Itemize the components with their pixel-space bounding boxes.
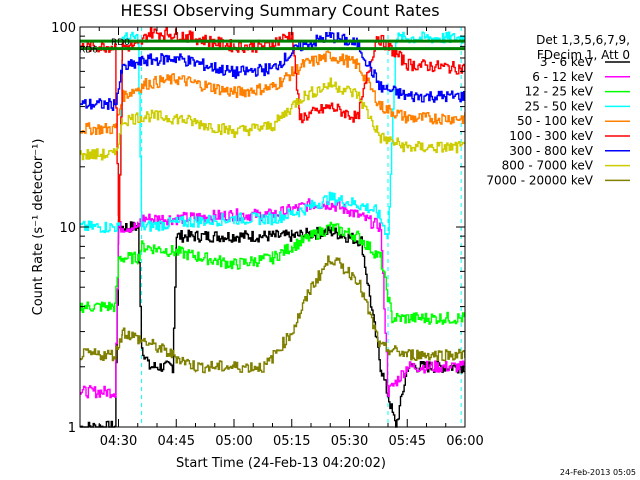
legend-header: FDecim 1, Att 0 [537, 48, 630, 62]
x-tick-label: 05:30 [331, 434, 368, 449]
series-line [80, 31, 465, 240]
x-tick-label: 04:30 [100, 434, 137, 449]
series-line [80, 255, 466, 374]
series-line [80, 221, 465, 325]
series-line [80, 77, 466, 161]
legend-label: 3 - 6 keV [540, 55, 594, 69]
y-axis-label: Count Rate (s⁻¹ detector⁻¹) [31, 139, 46, 316]
legend-label: 12 - 25 keV [525, 85, 594, 99]
series-line [80, 26, 466, 223]
series-line [80, 31, 466, 111]
legend-header: Det 1,3,5,6,7,9, [536, 33, 630, 47]
chart-title: HESSI Observing Summary Count Rates [120, 1, 439, 20]
x-tick-label: 04:45 [158, 434, 195, 449]
y-tick-label: 10 [59, 221, 76, 236]
y-tick-label: 100 [51, 21, 76, 36]
x-tick-label: 05:15 [273, 434, 310, 449]
series-layer: RD0 RD6 [79, 26, 466, 428]
legend-label: 800 - 7000 keV [502, 159, 594, 173]
x-axis: 04:30 04:45 05:00 05:15 05:30 05:45 06:00 [79, 27, 484, 449]
legend-label: 50 - 100 keV [517, 114, 594, 128]
reference-label: RD0 [111, 38, 130, 48]
legend: Det 1,3,5,6,7,9,FDecim 1, Att 03 - 6 keV… [486, 33, 630, 187]
x-tick-label: 06:00 [446, 434, 483, 449]
series-line [80, 198, 466, 399]
series-line [80, 50, 466, 136]
reference-label: RD6 [79, 46, 98, 56]
series-line [80, 220, 466, 428]
y-tick-label: 1 [68, 421, 76, 436]
legend-label: 100 - 300 keV [509, 129, 593, 143]
y-axis: 1 10 100 [51, 21, 465, 436]
x-tick-label: 05:00 [215, 434, 252, 449]
legend-label: 6 - 12 keV [532, 70, 594, 84]
legend-label: 300 - 800 keV [509, 144, 593, 158]
legend-label: 7000 - 20000 keV [486, 173, 593, 187]
x-axis-label: Start Time (24-Feb-13 04:20:02) [176, 456, 386, 471]
timestamp-label: 24-Feb-2013 05:05 [560, 468, 636, 477]
x-tick-label: 05:45 [389, 434, 426, 449]
legend-label: 25 - 50 keV [525, 99, 594, 113]
